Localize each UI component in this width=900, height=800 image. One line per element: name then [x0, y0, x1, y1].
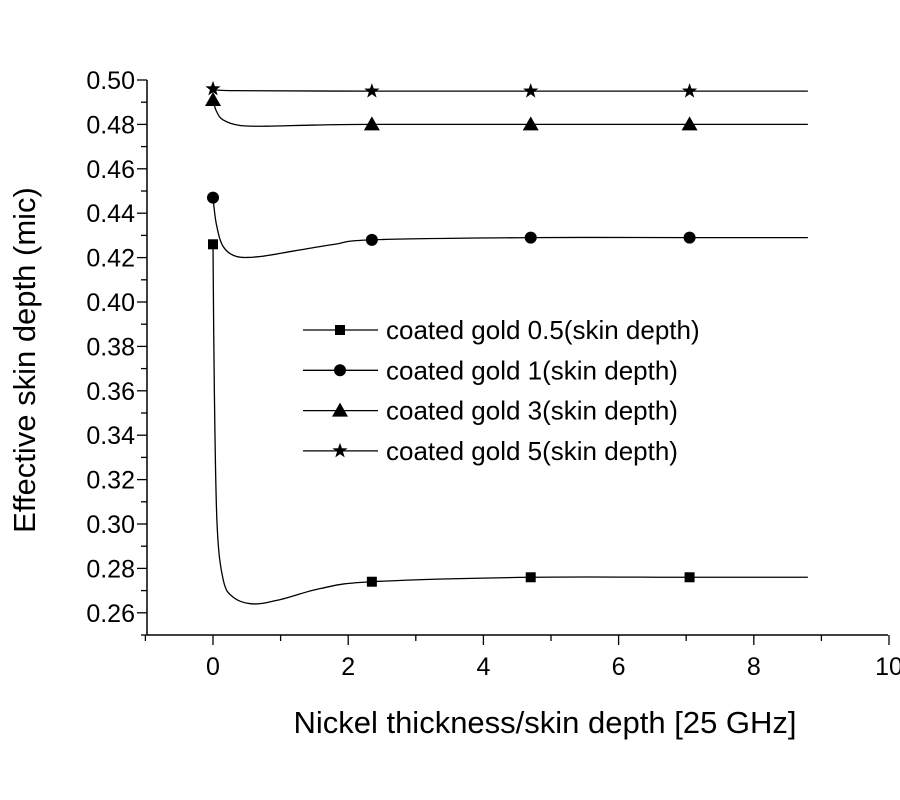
square-marker: [525, 572, 536, 583]
square-marker: [366, 576, 377, 587]
y-tick-label: 0.36: [86, 378, 135, 406]
triangle-marker: [522, 116, 539, 131]
star-marker: [682, 83, 698, 98]
x-tick-label: 8: [747, 653, 761, 681]
triangle-marker: [205, 91, 221, 106]
y-tick-label: 0.32: [86, 467, 135, 495]
y-tick-label: 0.44: [86, 200, 135, 228]
circle-marker: [683, 231, 696, 244]
y-tick-label: 0.48: [86, 111, 135, 139]
circle-marker: [365, 233, 378, 246]
legend-item: coated gold 5(skin depth): [303, 436, 678, 466]
x-tick-label: 4: [476, 653, 490, 681]
x-tick-label: 2: [341, 653, 355, 681]
x-axis-label: Nickel thickness/skin depth [25 GHz]: [293, 705, 796, 740]
star-marker: [364, 83, 380, 98]
y-tick-label: 0.40: [86, 289, 135, 317]
series-line: [212, 244, 808, 605]
legend-label: coated gold 5(skin depth): [386, 436, 678, 466]
series-line: [212, 197, 808, 259]
star-marker: [332, 442, 348, 458]
circle-marker: [334, 364, 346, 377]
y-tick-label: 0.42: [86, 245, 135, 273]
y-tick-label: 0.50: [86, 67, 135, 95]
y-tick-label: 0.38: [86, 333, 135, 361]
series-line: [212, 88, 808, 92]
axes: 0.26 0.28 0.30 0.32 0.34 0.36 0.38 0.40 0.42 0.44…: [86, 67, 900, 681]
legend: coated gold 0.5(skin depth) coated gold 1…: [303, 315, 700, 466]
square-marker: [208, 239, 218, 250]
series-square: [208, 239, 808, 605]
triangle-marker: [332, 402, 348, 417]
y-tick-label: 0.28: [86, 555, 135, 583]
triangle-marker: [681, 116, 698, 131]
legend-label: coated gold 1(skin depth): [386, 355, 678, 385]
y-tick-label: 0.26: [86, 600, 135, 628]
square-marker: [335, 325, 345, 335]
series-line: [212, 99, 808, 127]
circle-marker: [524, 231, 537, 244]
square-marker: [684, 572, 695, 583]
y-axis-label: Effective skin depth (mic): [7, 187, 42, 533]
series-star: [205, 80, 808, 98]
y-tick-label: 0.34: [86, 422, 135, 450]
legend-item: coated gold 3(skin depth): [303, 396, 678, 426]
legend-label: coated gold 3(skin depth): [386, 396, 678, 426]
x-tick-label: 10: [875, 653, 900, 681]
star-marker: [523, 83, 539, 98]
triangle-marker: [363, 116, 380, 131]
legend-item: coated gold 0.5(skin depth): [303, 315, 700, 345]
star-marker: [205, 80, 221, 96]
circle-marker: [207, 191, 219, 204]
legend-label: coated gold 0.5(skin depth): [386, 315, 700, 345]
y-tick-label: 0.30: [86, 511, 135, 539]
x-tick-label: 0: [206, 653, 220, 681]
x-tick-label: 6: [612, 653, 626, 681]
series-circle: [207, 191, 808, 259]
legend-item: coated gold 1(skin depth): [303, 355, 678, 385]
series-group: [205, 80, 808, 605]
series-triangle: [205, 91, 808, 131]
y-tick-label: 0.46: [86, 156, 135, 184]
